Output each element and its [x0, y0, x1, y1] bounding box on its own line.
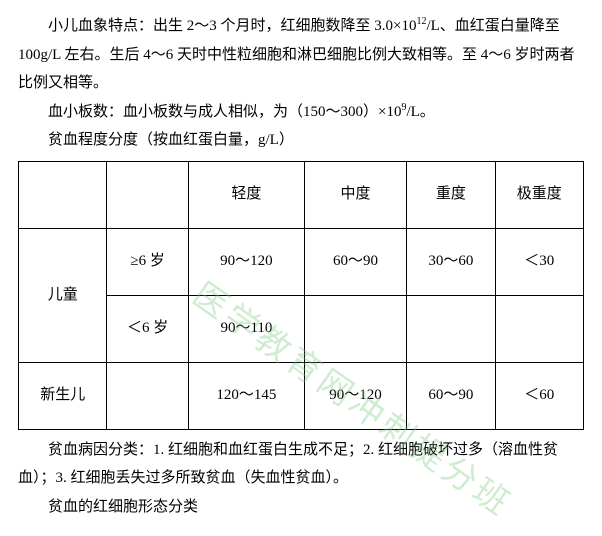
cell-child-under6-mild: 90～110	[188, 295, 304, 362]
header-very-severe: 极重度	[495, 161, 583, 228]
cell-child-6plus-mild: 90～120	[188, 228, 304, 295]
header-blank-1	[19, 161, 107, 228]
paragraph-1: 小儿血象特点：出生 2～3 个月时，红细胞数降至 3.0×1012/L、血红蛋白…	[18, 12, 584, 98]
header-severe: 重度	[407, 161, 495, 228]
header-moderate: 中度	[304, 161, 406, 228]
cell-child-6plus-severe: 30～60	[407, 228, 495, 295]
paragraph-5: 贫血的红细胞形态分类	[18, 493, 584, 522]
table-row-newborn: 新生儿 120～145 90～120 60～90 ＜60	[19, 362, 584, 429]
paragraph-3: 贫血程度分度（按血红蛋白量，g/L）	[18, 126, 584, 155]
cell-child-label: 儿童	[19, 228, 107, 362]
cell-newborn-very-severe: ＜60	[495, 362, 583, 429]
cell-blank-2	[407, 295, 495, 362]
anemia-table: 轻度 中度 重度 极重度 儿童 ≥6 岁 90～120 60～90 30～60 …	[18, 161, 584, 430]
cell-blank-1	[304, 295, 406, 362]
cell-newborn-mild: 120～145	[188, 362, 304, 429]
table-header-row: 轻度 中度 重度 极重度	[19, 161, 584, 228]
cell-newborn-moderate: 90～120	[304, 362, 406, 429]
cell-age-6plus: ≥6 岁	[107, 228, 189, 295]
paragraph-4: 贫血病因分类：1. 红细胞和血红蛋白生成不足；2. 红细胞破坏过多（溶血性贫血）…	[18, 436, 584, 493]
paragraph-2: 血小板数：血小板数与成人相似，为（150～300）×109/L。	[18, 98, 584, 127]
header-mild: 轻度	[188, 161, 304, 228]
cell-newborn-label: 新生儿	[19, 362, 107, 429]
cell-child-6plus-very-severe: ＜30	[495, 228, 583, 295]
table-row-child-6plus: 儿童 ≥6 岁 90～120 60～90 30～60 ＜30	[19, 228, 584, 295]
cell-newborn-blank	[107, 362, 189, 429]
cell-blank-3	[495, 295, 583, 362]
cell-newborn-severe: 60～90	[407, 362, 495, 429]
header-blank-2	[107, 161, 189, 228]
cell-age-under6: ＜6 岁	[107, 295, 189, 362]
cell-child-6plus-moderate: 60～90	[304, 228, 406, 295]
